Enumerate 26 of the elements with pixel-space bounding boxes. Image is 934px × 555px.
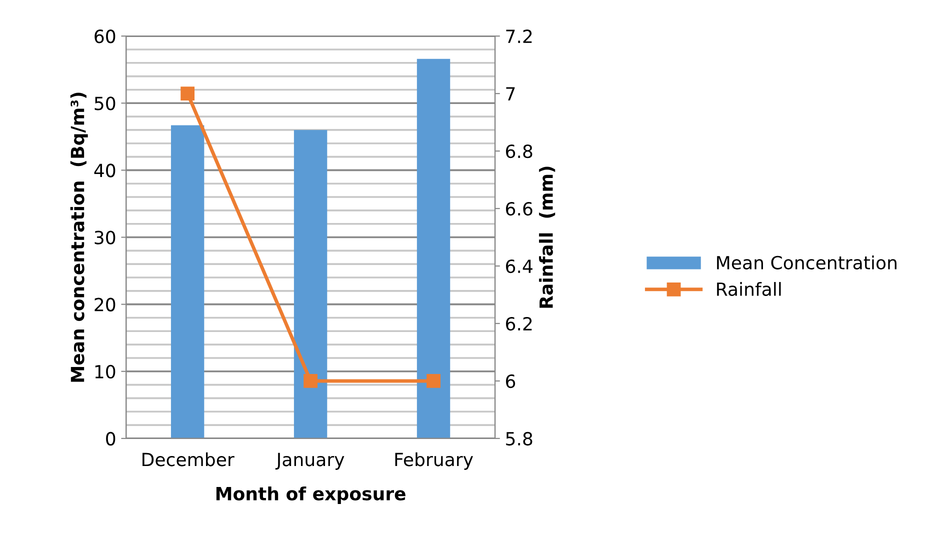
y2-tick-label: 5.8: [506, 432, 532, 446]
y2-tick-label: 7.2: [506, 30, 532, 43]
y-tick-label: 30: [94, 230, 116, 244]
legend-label: Mean Concentration: [717, 256, 896, 270]
y-tick-label: 50: [94, 96, 116, 110]
bar: [294, 130, 328, 438]
y2-tick-label: 6.4: [506, 259, 532, 274]
bar: [416, 58, 450, 438]
y-tick-label: 40: [94, 164, 116, 178]
y-axis-title: Mean concentration (Bq/m³): [70, 92, 88, 382]
x-tick-label: January: [275, 452, 344, 470]
y2-tick-label: 6.6: [506, 202, 532, 216]
y-tick-label: 0: [106, 432, 116, 446]
y-tick-label: 60: [94, 30, 116, 44]
y-tick-label: 10: [95, 364, 116, 379]
x-axis-title: Month of exposure: [216, 486, 406, 504]
bar: [170, 125, 204, 438]
y2-tick-label: 6.2: [506, 316, 532, 331]
y2-tick-label: 7: [506, 87, 515, 100]
x-tick-label: December: [142, 452, 234, 466]
y2-tick-label: 6.8: [506, 144, 532, 158]
y-tick-label: 20: [94, 298, 116, 312]
legend-label: Rainfall: [717, 282, 781, 296]
x-tick-label: February: [395, 452, 473, 470]
y2-axis-title: Rainfall (mm): [539, 166, 556, 308]
y2-tick-label: 6: [506, 374, 516, 388]
